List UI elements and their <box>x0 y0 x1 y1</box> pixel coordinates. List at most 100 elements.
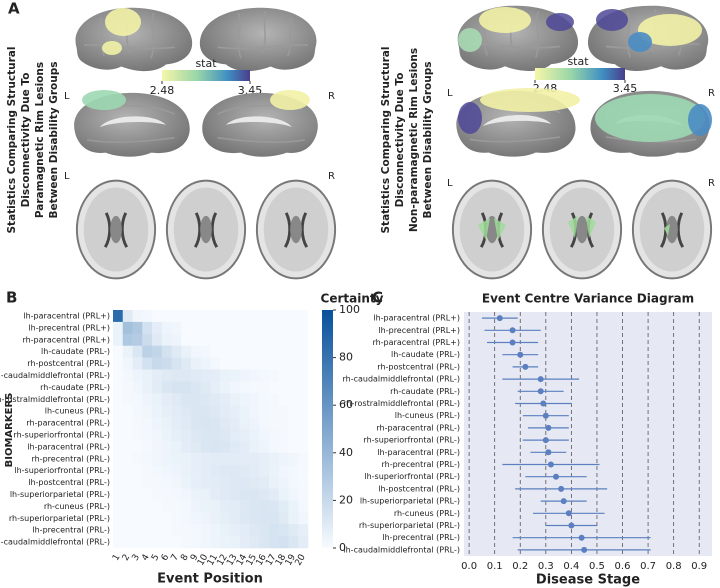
heatmap-cell <box>298 476 309 489</box>
heatmap-cell <box>278 500 289 513</box>
y-tick-label: rh-postcentral (PRL-) <box>27 359 110 368</box>
y-tick-label: lh-precentral (PRL+) <box>28 323 110 332</box>
heatmap-cell <box>142 333 153 346</box>
y-tick-label: rh-paracentral (PRL-) <box>26 419 110 428</box>
heatmap-cell <box>298 512 309 525</box>
heatmap-cell <box>142 440 153 454</box>
x-tick-label: 0.7 <box>640 561 656 572</box>
heatmap-cell <box>259 440 270 454</box>
title-line: Paramagnetic Rim Lesions <box>34 62 46 218</box>
heatmap-cell <box>278 393 289 406</box>
heatmap-cell <box>220 500 231 513</box>
heatmap-cell <box>298 321 309 335</box>
heatmap-cell <box>113 393 124 406</box>
heatmap-cell <box>122 417 133 430</box>
heatmap-cell <box>161 321 172 335</box>
heatmap-cell <box>278 452 289 465</box>
y-tick-label: lh-precentral (PRL-) <box>32 526 110 535</box>
stat-patch <box>458 28 482 52</box>
heatmap-cell <box>171 488 182 501</box>
heatmap-cell <box>142 345 153 358</box>
heatmap-cell <box>132 452 143 465</box>
y-tick-label: lh-precentral (PRL+) <box>378 326 460 335</box>
stat-patch <box>270 90 310 110</box>
heatmap-cell <box>269 500 280 513</box>
heatmap-cell <box>122 393 133 406</box>
heatmap-cell <box>152 357 163 370</box>
point <box>537 376 544 383</box>
heatmap-cell <box>288 429 299 442</box>
x-tick-label: 1 <box>111 553 123 563</box>
heatmap-cell <box>152 405 163 418</box>
heatmap-cell <box>220 310 231 323</box>
stat-patch <box>664 224 670 236</box>
heatmap-cell <box>288 524 299 537</box>
heatmap-cell <box>298 452 309 465</box>
heatmap-cell <box>288 369 299 382</box>
heatmap-cell <box>220 393 231 406</box>
heatmap-cell <box>298 440 309 454</box>
heatmap-cell <box>191 393 202 406</box>
heatmap-cell <box>200 369 211 382</box>
heatmap-cell <box>113 333 124 346</box>
heatmap-cell <box>122 429 133 442</box>
hemisphere-label: L <box>64 91 70 102</box>
heatmap-cell <box>220 357 231 370</box>
hemisphere-label: L <box>447 88 453 99</box>
heatmap-cell <box>288 381 299 394</box>
heatmap-cell <box>122 405 133 418</box>
heatmap-cell <box>191 369 202 382</box>
heatmap-cell <box>161 345 172 358</box>
heatmap-cell <box>220 536 231 549</box>
heatmap-cell <box>278 524 289 537</box>
heatmap-cell <box>259 464 270 477</box>
heatmap-cell <box>259 333 270 346</box>
heatmap-cell <box>181 536 192 549</box>
heatmap-cell <box>210 524 221 537</box>
heatmap-cell <box>122 357 133 370</box>
heatmap-cell <box>122 345 133 358</box>
x-tick-label: 0.6 <box>615 561 631 572</box>
heatmap-cell <box>122 464 133 477</box>
heatmap-cell <box>278 512 289 525</box>
heatmap-cell <box>132 381 143 394</box>
stat-patch <box>82 90 126 110</box>
point <box>547 461 554 468</box>
y-tick-label: rh-paracentral (PRL+) <box>372 338 460 347</box>
heatmap-cell <box>249 321 260 335</box>
heatmap-cell <box>191 488 202 501</box>
heatmap-cell <box>278 440 289 454</box>
heatmap-cell <box>249 536 260 549</box>
heatmap-cell <box>298 369 309 382</box>
heatmap-cell <box>161 536 172 549</box>
heatmap-cell <box>278 476 289 489</box>
heatmap-cell <box>171 333 182 346</box>
heatmap-cell <box>278 369 289 382</box>
heatmap-cell <box>142 417 153 430</box>
heatmap-cell <box>152 524 163 537</box>
heatmap-cell <box>171 464 182 477</box>
heatmap-cell <box>132 405 143 418</box>
heatmap-cell <box>122 321 133 335</box>
heatmap-cell <box>278 310 289 323</box>
heatmap-cell <box>200 524 211 537</box>
heatmap-cell <box>142 369 153 382</box>
heatmap-cell <box>220 464 231 477</box>
heatmap-cell <box>269 452 280 465</box>
heatmap-cell <box>142 357 153 370</box>
y-tick-label: rh-precentral (PRL-) <box>31 454 110 463</box>
stat-patch <box>458 102 482 134</box>
heatmap-cell <box>132 393 143 406</box>
hemisphere-label: R <box>708 88 715 99</box>
heatmap-cell <box>220 512 231 525</box>
point <box>522 363 529 370</box>
heatmap-cell <box>200 333 211 346</box>
hemisphere-label: L <box>447 178 453 189</box>
heatmap-cell <box>298 524 309 537</box>
heatmap-cell <box>220 452 231 465</box>
heatmap-cell <box>220 417 231 430</box>
heatmap-cell <box>210 452 221 465</box>
heatmap-cell <box>249 512 260 525</box>
heatmap-cell <box>230 417 241 430</box>
stat-patch <box>102 41 122 55</box>
